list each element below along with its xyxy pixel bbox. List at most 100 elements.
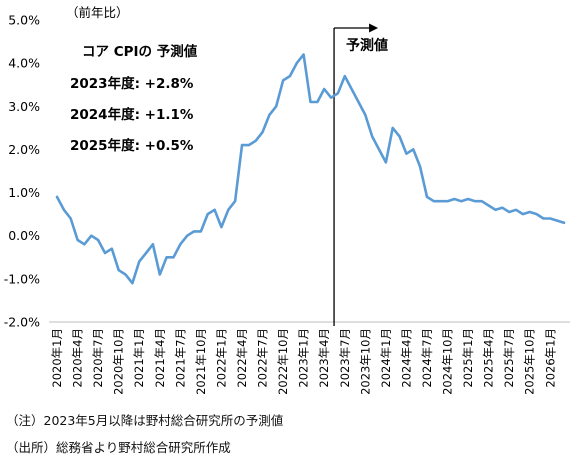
y-axis: -2.0% -1.0% 0.0% 1.0% 2.0% 3.0% 4.0% 5.0%: [4, 13, 40, 330]
y-tick-label: 4.0%: [8, 56, 40, 71]
data-point: [131, 282, 134, 285]
data-point: [364, 114, 367, 116]
data-point: [474, 200, 476, 202]
forecast-box-title: コア CPIの 予測値: [82, 43, 198, 60]
data-point: [439, 200, 442, 202]
data-point: [412, 148, 415, 151]
data-point: [302, 53, 305, 56]
data-point: [241, 144, 243, 146]
data-point: [494, 209, 497, 211]
forecast-arrow-head: [369, 23, 379, 33]
data-point: [481, 200, 483, 202]
data-point: [268, 114, 271, 116]
x-tick-label: 2020年7月: [91, 328, 105, 388]
data-point: [56, 196, 58, 198]
data-point: [433, 200, 435, 202]
data-point: [111, 247, 113, 250]
data-point: [357, 101, 360, 103]
data-point: [200, 230, 202, 233]
data-point: [76, 239, 79, 241]
data-point: [556, 219, 558, 222]
data-point: [391, 127, 394, 129]
data-point: [227, 209, 230, 211]
data-point: [549, 217, 552, 220]
unit-label: （前年比）: [66, 5, 129, 20]
y-tick-label: 3.0%: [8, 99, 40, 114]
note-forecast: （注）2023年5月以降は野村総合研究所の予測値: [6, 413, 284, 428]
data-point: [385, 161, 387, 164]
x-tick-label: 2024年10月: [441, 328, 455, 395]
data-point: [186, 234, 188, 237]
note-source: （出所）総務省より野村総合研究所作成: [6, 440, 231, 455]
data-point: [515, 209, 517, 211]
data-point: [316, 101, 319, 103]
x-tick-label: 2024年1月: [379, 328, 393, 388]
forecast-box-line-2023: 2023年度: +2.8%: [70, 75, 194, 92]
data-point: [528, 211, 531, 213]
data-point: [145, 252, 147, 254]
data-point: [446, 200, 449, 202]
x-tick-label: 2023年4月: [317, 328, 331, 388]
data-point: [63, 209, 65, 211]
data-point: [467, 198, 469, 200]
x-tick-label: 2022年4月: [235, 328, 249, 388]
forecast-box-line-2024: 2024年度: +1.1%: [70, 106, 194, 123]
data-point: [309, 101, 312, 103]
data-point: [234, 200, 236, 202]
x-tick-label: 2025年7月: [502, 328, 516, 388]
data-point: [159, 273, 161, 276]
data-point: [337, 92, 339, 95]
data-point: [152, 243, 154, 246]
x-tick-label: 2021年10月: [194, 328, 208, 395]
data-point: [220, 226, 223, 228]
forecast-box-line-2025: 2025年度: +0.5%: [70, 137, 194, 154]
data-point: [90, 234, 93, 237]
data-point: [254, 140, 257, 142]
data-point: [296, 62, 298, 64]
x-tick-label: 2022年7月: [256, 328, 270, 388]
data-point: [460, 200, 463, 202]
data-point: [522, 213, 524, 215]
x-tick-label: 2023年1月: [297, 328, 311, 388]
data-point: [138, 260, 140, 263]
data-point: [501, 206, 504, 209]
x-tick-label: 2022年1月: [214, 328, 228, 388]
x-tick-label: 2020年10月: [112, 328, 126, 395]
x-tick-label: 2025年1月: [461, 328, 475, 388]
x-tick-label: 2023年7月: [338, 328, 352, 388]
x-tick-label: 2022年10月: [276, 328, 290, 395]
data-point: [165, 256, 168, 259]
x-tick-label: 2020年1月: [50, 328, 64, 388]
data-point: [535, 213, 538, 215]
x-tick-label: 2024年7月: [420, 328, 434, 388]
data-point: [117, 269, 120, 272]
data-point: [206, 213, 209, 215]
data-point: [487, 204, 490, 207]
data-point: [172, 256, 175, 259]
x-tick-label: 2021年7月: [173, 328, 187, 388]
data-point: [508, 211, 511, 213]
data-point: [83, 243, 86, 246]
y-tick-label: -2.0%: [4, 315, 40, 330]
x-tick-label: 2026年1月: [543, 328, 557, 388]
x-tick-label: 2021年1月: [132, 328, 146, 388]
data-point: [248, 144, 250, 146]
y-tick-label: 1.0%: [8, 185, 40, 200]
data-point: [193, 230, 195, 233]
data-point: [398, 135, 401, 138]
data-point: [344, 75, 346, 77]
y-tick-label: 5.0%: [8, 13, 40, 28]
data-point: [69, 217, 72, 220]
x-tick-label: 2023年10月: [358, 328, 372, 395]
x-axis: 2020年1月 2020年4月 2020年7月 2020年10月 2021年1月 2021…: [49, 321, 570, 395]
x-tick-label: 2021年4月: [153, 328, 167, 388]
y-tick-label: -1.0%: [4, 271, 40, 286]
data-point: [261, 131, 264, 133]
data-point: [179, 243, 182, 246]
data-point: [275, 105, 278, 108]
data-point: [350, 88, 353, 90]
data-point: [289, 75, 291, 77]
data-point: [213, 209, 216, 211]
forecast-marker: 予測値: [333, 23, 388, 326]
